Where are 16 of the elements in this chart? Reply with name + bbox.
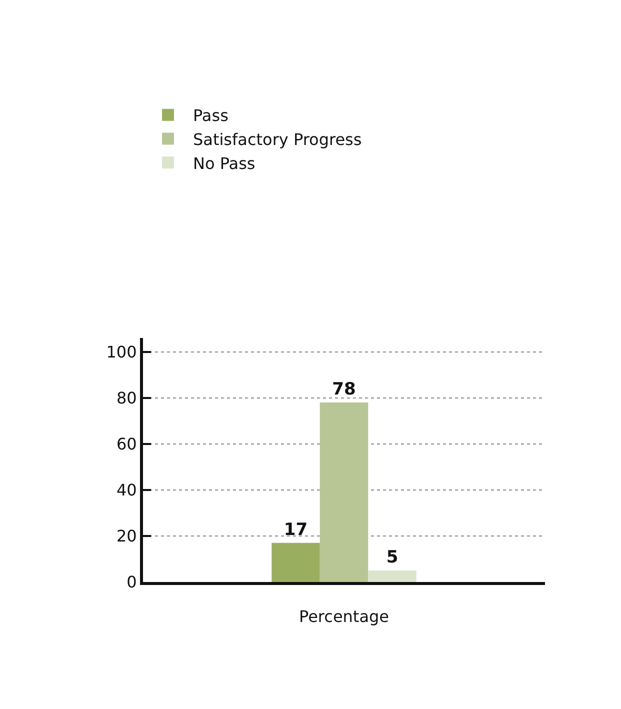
y-tick-label: 40 [116, 480, 137, 500]
data-label: 17 [284, 520, 308, 540]
data-label: 5 [386, 547, 398, 568]
y-tick-label: 20 [116, 526, 137, 546]
x-tick-label: Percentage [298, 607, 390, 626]
bar [320, 402, 368, 582]
y-tick-label: 80 [116, 388, 137, 408]
bar [272, 542, 320, 582]
data-label: 78 [332, 379, 356, 400]
bar [368, 570, 416, 582]
legend-label: No Pass [193, 154, 256, 173]
y-tick-label: 100 [106, 342, 137, 362]
legend-label: Pass [193, 106, 228, 126]
y-tick-label: 0 [126, 572, 137, 592]
y-tick-label: 60 [116, 434, 137, 454]
legend-label: Satisfactory Progress [193, 130, 362, 149]
